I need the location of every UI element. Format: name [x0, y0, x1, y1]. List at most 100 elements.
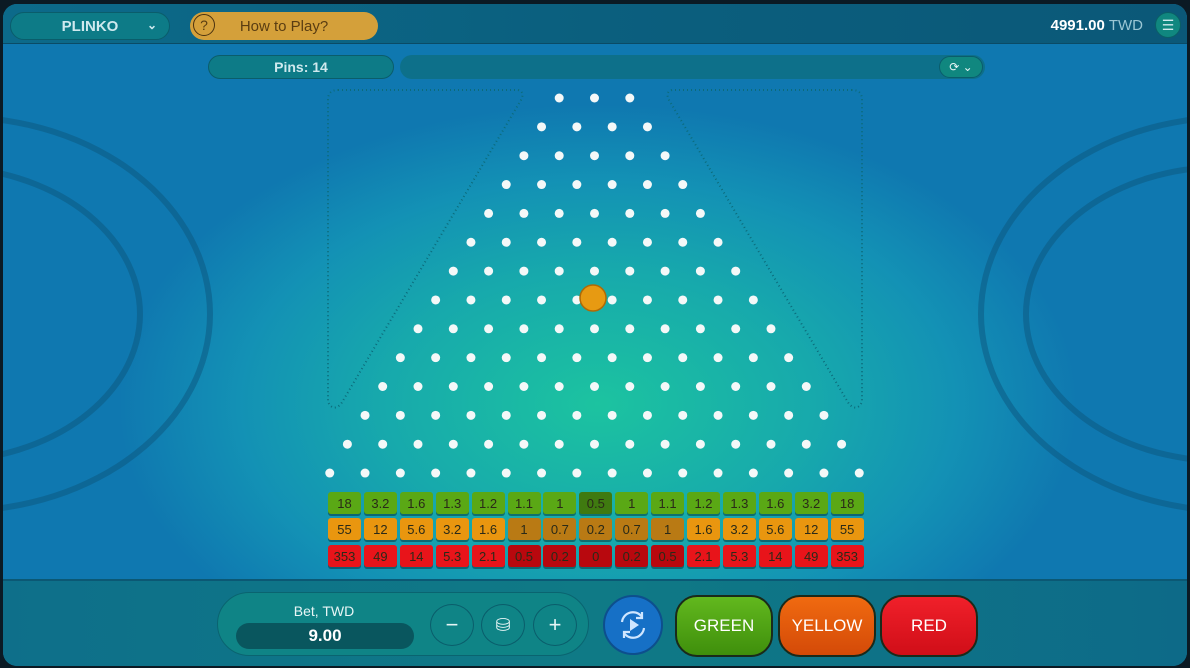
balance: 4991.00 TWD — [1051, 17, 1143, 34]
pin — [607, 237, 617, 247]
pin — [642, 122, 652, 132]
game-selector[interactable]: PLINKO ⌄ — [10, 12, 170, 40]
history-button[interactable]: ⟳ ⌄ — [939, 56, 983, 78]
plus-icon: + — [548, 612, 562, 637]
play-yellow-label: YELLOW — [791, 616, 863, 635]
pin — [731, 266, 741, 276]
pin — [625, 151, 635, 161]
pin — [590, 208, 599, 218]
pin — [625, 324, 635, 334]
play-green-button[interactable]: GREEN — [675, 595, 773, 657]
pin — [607, 468, 617, 478]
pin — [642, 353, 652, 363]
multiplier-red: 49 — [794, 545, 828, 567]
pin — [572, 180, 582, 190]
multiplier-red: 353 — [328, 545, 361, 567]
pin — [448, 266, 458, 276]
balance-amount: 4991.00 — [1050, 17, 1105, 34]
multiplier-red: 14 — [758, 545, 792, 567]
pin — [554, 439, 564, 449]
pin — [625, 266, 635, 276]
pin — [713, 295, 723, 305]
pin — [431, 353, 441, 363]
coins-button[interactable]: ⛁ — [481, 604, 525, 646]
pin — [678, 468, 688, 478]
history-icon: ⟳ — [949, 60, 960, 74]
multiplier-green: 1.2 — [471, 492, 505, 514]
pin — [395, 353, 405, 363]
bottom-bar: Bet, TWD 9.00 − ⛁ + GREEN YELLOW RED — [3, 579, 1187, 666]
pin — [484, 208, 494, 218]
multiplier-red: 0 — [579, 545, 613, 567]
pin — [607, 122, 617, 132]
pin — [660, 439, 670, 449]
multiplier-red: 2.1 — [471, 545, 505, 567]
pin — [554, 93, 564, 103]
autoplay-button[interactable] — [603, 595, 663, 655]
pin — [713, 410, 723, 420]
pin — [625, 93, 635, 103]
pin — [466, 295, 476, 305]
autoplay-icon — [620, 611, 646, 639]
pin — [537, 353, 547, 363]
pin — [801, 382, 811, 391]
pin — [431, 295, 441, 305]
pin — [713, 237, 723, 247]
pin — [519, 266, 529, 276]
pin — [660, 151, 670, 161]
menu-icon[interactable]: ☰ — [1155, 12, 1181, 38]
pin — [607, 180, 617, 190]
pin — [731, 382, 741, 391]
pin — [537, 122, 547, 132]
game-name: PLINKO — [61, 17, 119, 35]
multiplier-green: 1.3 — [435, 492, 469, 514]
pin — [713, 353, 723, 363]
coins-icon: ⛁ — [495, 614, 511, 635]
bet-input[interactable]: 9.00 — [236, 623, 414, 649]
pin — [819, 410, 829, 420]
multiplier-green: 3.2 — [363, 492, 397, 514]
pin — [554, 324, 564, 334]
pin — [801, 439, 811, 449]
decrease-bet-button[interactable]: − — [430, 604, 474, 646]
multiplier-yellow: 1.6 — [687, 518, 720, 540]
pin — [395, 468, 405, 478]
multiplier-yellow: 5.6 — [399, 518, 433, 540]
play-green-label: GREEN — [693, 616, 755, 635]
balance-currency: TWD — [1108, 17, 1143, 34]
multiplier-red: 14 — [399, 545, 433, 567]
bet-control: Bet, TWD 9.00 − ⛁ + — [217, 592, 589, 656]
play-red-button[interactable]: RED — [880, 595, 978, 657]
multiplier-yellow: 0.7 — [543, 518, 577, 540]
multiplier-yellow: 3.2 — [722, 518, 756, 540]
multiplier-yellow: 12 — [794, 518, 828, 540]
pin — [625, 439, 635, 449]
pin — [537, 237, 547, 247]
how-to-play-button[interactable]: ? How to Play? — [190, 12, 378, 40]
multiplier-red: 2.1 — [687, 545, 720, 567]
pin — [484, 382, 494, 391]
pin — [625, 208, 635, 218]
chevron-down-icon: ⌄ — [962, 60, 973, 74]
pin — [378, 382, 388, 391]
pin — [413, 439, 423, 449]
how-to-play-label: How to Play? — [239, 17, 329, 35]
play-yellow-button[interactable]: YELLOW — [778, 595, 876, 657]
multiplier-green: 1 — [615, 492, 649, 514]
pin — [784, 410, 794, 420]
multiplier-yellow: 5.6 — [758, 518, 792, 540]
pin — [766, 439, 776, 449]
pin — [607, 353, 617, 363]
multiplier-green: 1.3 — [722, 492, 756, 514]
pin — [413, 382, 423, 391]
multiplier-green: 1.1 — [507, 492, 541, 514]
pin — [642, 295, 652, 305]
funnel-guide-right — [666, 89, 863, 409]
pin — [695, 324, 705, 334]
multiplier-green: 0.5 — [579, 492, 613, 514]
pin — [695, 266, 705, 276]
pins-selector[interactable]: Pins: 14 — [208, 55, 394, 79]
increase-bet-button[interactable]: + — [533, 604, 577, 646]
multiplier-yellow: 12 — [363, 518, 397, 540]
pin — [695, 208, 705, 218]
